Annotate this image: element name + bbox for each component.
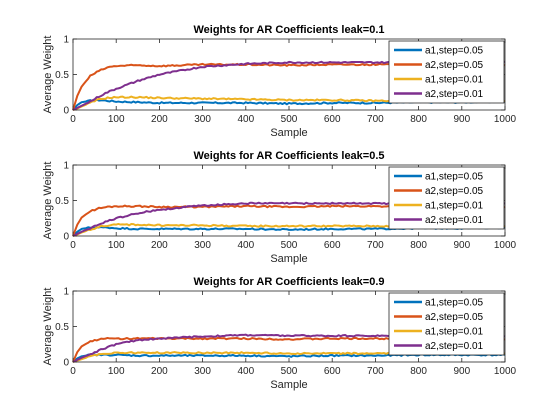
y-tick-label: 0 bbox=[63, 358, 69, 369]
x-tick-label: 100 bbox=[108, 114, 125, 125]
x-tick-label: 600 bbox=[324, 114, 341, 125]
x-tick-label: 300 bbox=[194, 366, 211, 377]
y-tick-label: 0.5 bbox=[55, 196, 69, 207]
x-tick-label: 400 bbox=[237, 366, 254, 377]
x-tick-label: 400 bbox=[237, 114, 254, 125]
x-tick-label: 100 bbox=[108, 240, 125, 251]
x-tick-label: 1000 bbox=[494, 114, 517, 125]
legend-entry: a1,step=0.05 bbox=[425, 172, 484, 183]
x-tick-label: 200 bbox=[151, 240, 168, 251]
x-tick-label: 600 bbox=[324, 366, 341, 377]
x-tick-label: 800 bbox=[410, 114, 427, 125]
x-tick-label: 500 bbox=[281, 240, 298, 251]
subplot-3: 0 100 200 300 400 500 600 700 800 900 1000 0 0.5 1 Wei… bbox=[42, 276, 517, 391]
x-tick-label: 200 bbox=[151, 366, 168, 377]
legend-entry: a2,step=0.05 bbox=[425, 312, 484, 323]
subplot-2: 0 100 200 300 400 500 600 700 800 900 1000 0 0.5 1 Wei… bbox=[42, 150, 517, 265]
legend: a1,step=0.05 a2,step=0.05 a1,step=0.01 a2,s… bbox=[388, 166, 505, 230]
x-tick-label: 700 bbox=[367, 240, 384, 251]
y-tick-label: 0 bbox=[63, 232, 69, 243]
y-tick-label: 1 bbox=[63, 35, 69, 46]
x-tick-label: 1000 bbox=[494, 240, 517, 251]
x-tick-label: 800 bbox=[410, 240, 427, 251]
x-tick-label: 1000 bbox=[494, 366, 517, 377]
x-tick-label: 0 bbox=[70, 240, 76, 251]
x-tick-label: 400 bbox=[237, 240, 254, 251]
legend-entry: a2,step=0.01 bbox=[425, 215, 484, 226]
x-axis-label: Sample bbox=[270, 379, 307, 391]
legend-entry: a1,step=0.01 bbox=[425, 201, 484, 212]
x-tick-label: 900 bbox=[453, 114, 470, 125]
x-tick-label: 100 bbox=[108, 366, 125, 377]
y-tick-label: 0.5 bbox=[55, 70, 69, 81]
x-tick-label: 500 bbox=[281, 366, 298, 377]
x-tick-label: 900 bbox=[453, 240, 470, 251]
axes-box bbox=[72, 164, 506, 237]
x-tick-label: 0 bbox=[70, 366, 76, 377]
legend-entry: a1,step=0.01 bbox=[425, 75, 484, 86]
x-tick-label: 800 bbox=[410, 366, 427, 377]
legend-entry: a1,step=0.05 bbox=[425, 298, 484, 309]
x-axis-label: Sample bbox=[270, 253, 307, 265]
y-tick-label: 0.5 bbox=[55, 322, 69, 333]
chart-title: Weights for AR Coefficients leak=0.5 bbox=[193, 150, 384, 162]
y-axis-label: Average Weight bbox=[42, 36, 54, 114]
x-tick-label: 300 bbox=[194, 240, 211, 251]
y-axis-label: Average Weight bbox=[42, 288, 54, 366]
x-tick-label: 600 bbox=[324, 240, 341, 251]
legend: a1,step=0.05 a2,step=0.05 a1,step=0.01 a2,s… bbox=[388, 40, 505, 104]
legend-entry: a2,step=0.01 bbox=[425, 89, 484, 100]
x-axis-label: Sample bbox=[270, 127, 307, 139]
y-tick-label: 1 bbox=[63, 287, 69, 298]
axes-box bbox=[72, 290, 506, 363]
x-tick-label: 300 bbox=[194, 114, 211, 125]
axes-box bbox=[72, 38, 506, 111]
x-tick-label: 200 bbox=[151, 114, 168, 125]
legend-entry: a1,step=0.05 bbox=[425, 46, 484, 57]
legend-entry: a1,step=0.01 bbox=[425, 327, 484, 338]
x-tick-label: 700 bbox=[367, 114, 384, 125]
legend-entry: a2,step=0.01 bbox=[425, 341, 484, 352]
legend-entry: a2,step=0.05 bbox=[425, 60, 484, 71]
y-axis-label: Average Weight bbox=[42, 162, 54, 240]
y-tick-label: 0 bbox=[63, 106, 69, 117]
subplot-1: 0 100 200 300 400 500 600 700 800 900 1000 0 0.5 1 Wei… bbox=[42, 24, 517, 139]
chart-title: Weights for AR Coefficients leak=0.1 bbox=[193, 24, 384, 36]
legend: a1,step=0.05 a2,step=0.05 a1,step=0.01 a2,s… bbox=[388, 292, 505, 356]
chart-title: Weights for AR Coefficients leak=0.9 bbox=[193, 276, 384, 288]
legend-entry: a2,step=0.05 bbox=[425, 186, 484, 197]
x-tick-label: 0 bbox=[70, 114, 76, 125]
x-tick-label: 900 bbox=[453, 366, 470, 377]
x-tick-label: 500 bbox=[281, 114, 298, 125]
y-tick-label: 1 bbox=[63, 161, 69, 172]
x-tick-label: 700 bbox=[367, 366, 384, 377]
